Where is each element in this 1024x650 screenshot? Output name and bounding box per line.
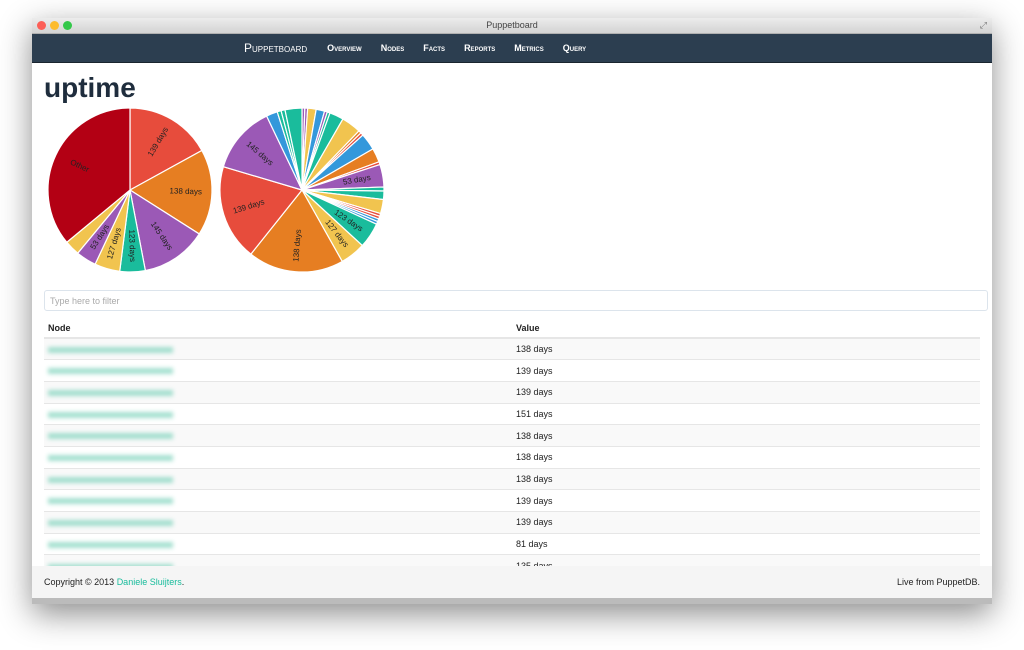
node-cell <box>44 337 512 360</box>
pie-slice[interactable] <box>219 165 304 255</box>
node-link[interactable] <box>48 433 173 440</box>
node-cell <box>44 489 512 512</box>
node-cell <box>44 402 512 425</box>
pie-slice[interactable] <box>47 107 131 244</box>
table-row: 138 days <box>44 337 980 360</box>
pie-slice[interactable] <box>284 107 303 191</box>
value-cell: 138 days <box>512 424 980 447</box>
value-cell: 135 days <box>512 554 980 566</box>
pie-slice[interactable] <box>129 188 201 272</box>
close-button[interactable] <box>37 21 46 30</box>
nav-nodes[interactable]: Nodes <box>380 43 405 53</box>
title-bar: Puppetboard ⤢ <box>32 18 992 34</box>
pie-slice[interactable] <box>222 115 304 191</box>
value-cell: 138 days <box>512 445 980 469</box>
node-link[interactable] <box>48 476 173 483</box>
table-row: 139 days <box>44 511 980 534</box>
value-cell: 138 days <box>512 337 980 360</box>
node-link[interactable] <box>48 563 173 566</box>
node-link[interactable] <box>48 454 173 461</box>
node-cell <box>44 359 512 382</box>
value-cell: 81 days <box>512 532 980 555</box>
node-cell <box>44 467 512 490</box>
fullscreen-icon[interactable]: ⤢ <box>979 20 987 30</box>
nav-overview[interactable]: Overview <box>327 43 362 53</box>
node-link[interactable] <box>48 498 173 505</box>
node-cell <box>44 554 512 566</box>
nav-query[interactable]: Query <box>562 43 587 53</box>
node-cell <box>44 532 512 555</box>
window-bottom-bar <box>32 598 992 604</box>
author-link[interactable]: Daniele Sluijters <box>116 577 182 587</box>
nav-reports[interactable]: Reports <box>464 43 496 53</box>
zoom-button[interactable] <box>63 21 72 30</box>
window-title: Puppetboard <box>486 20 538 30</box>
nav-metrics[interactable]: Metrics <box>514 43 544 53</box>
value-cell: 139 days <box>512 380 980 404</box>
table-row: 139 days <box>44 489 980 512</box>
table-row: 138 days <box>44 467 980 490</box>
value-cell: 139 days <box>512 359 980 382</box>
value-cell: 138 days <box>512 467 980 490</box>
value-cell: 151 days <box>512 402 980 425</box>
copyright-text: Copyright © 2013 <box>44 577 117 587</box>
copyright: Copyright © 2013 Daniele Sluijters. <box>44 577 184 587</box>
pie-slice[interactable] <box>128 149 213 235</box>
browser-window: Puppetboard ⤢ Puppetboard Overview Nodes… <box>32 18 992 604</box>
minimize-button[interactable] <box>50 21 59 30</box>
live-status: Live from PuppetDB. <box>896 577 980 587</box>
node-cell <box>44 445 512 469</box>
node-link[interactable] <box>48 541 173 548</box>
node-link[interactable] <box>48 346 173 353</box>
node-cell <box>44 511 512 534</box>
pie-slice-label: 138 days <box>169 186 202 196</box>
table-row: 139 days <box>44 359 980 382</box>
copyright-period: . <box>181 577 185 587</box>
node-link[interactable] <box>48 519 173 526</box>
table-row: 139 days <box>44 380 980 404</box>
table-row: 81 days <box>44 532 980 555</box>
column-header-value[interactable]: Value <box>512 319 980 339</box>
pie-slice[interactable] <box>250 188 344 273</box>
node-cell <box>44 424 512 447</box>
navbar: Puppetboard Overview Nodes Facts Reports… <box>32 34 992 63</box>
nav-facts[interactable]: Facts <box>423 43 446 53</box>
node-cell <box>44 380 512 404</box>
pie-slice[interactable] <box>129 107 203 192</box>
footer: Copyright © 2013 Daniele Sluijters. Live… <box>32 566 992 598</box>
node-link[interactable] <box>48 411 173 418</box>
pie-slice-label: 123 days <box>127 229 137 262</box>
value-cell: 139 days <box>512 489 980 512</box>
table-row: 138 days <box>44 445 980 469</box>
pie-slice-label: 138 days <box>291 229 303 262</box>
column-header-node[interactable]: Node <box>44 319 512 339</box>
facts-table: Node Value 138 days 139 days 139 days 151 d… <box>44 319 980 566</box>
brand-link[interactable]: Puppetboard <box>244 41 308 55</box>
table-row: 138 days <box>44 424 980 447</box>
filter-input[interactable] <box>44 290 988 311</box>
value-cell: 139 days <box>512 511 980 534</box>
page-title: uptime <box>44 72 136 103</box>
table-row: 151 days <box>44 402 980 425</box>
node-link[interactable] <box>48 389 173 396</box>
table-row: 135 days <box>44 554 980 566</box>
main-content: uptime 139 days 138 days 145 days 123 days 1… <box>32 64 992 566</box>
node-link[interactable] <box>48 368 173 375</box>
